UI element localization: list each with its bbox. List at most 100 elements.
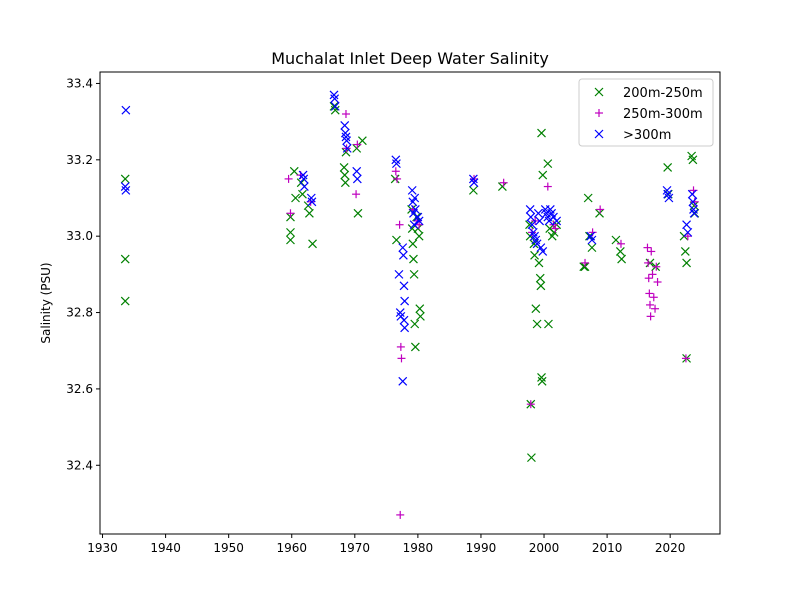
x-tick-label: 1930	[87, 541, 118, 555]
data-point	[340, 170, 350, 180]
data-point	[538, 170, 548, 180]
data-point	[682, 258, 691, 268]
data-point	[617, 254, 627, 264]
data-point	[525, 205, 535, 214]
data-point	[391, 167, 400, 176]
data-point	[526, 212, 536, 222]
x-tick-label: 2010	[592, 541, 623, 555]
data-point	[340, 128, 350, 138]
data-point	[393, 174, 402, 183]
data-point	[299, 174, 309, 184]
data-point	[304, 208, 314, 218]
data-point	[538, 247, 548, 256]
legend-marker	[594, 87, 604, 97]
data-point	[284, 174, 293, 183]
data-point	[468, 185, 478, 195]
data-point	[398, 243, 408, 253]
data-point	[643, 243, 652, 252]
series-2	[284, 110, 699, 519]
data-point	[468, 174, 478, 184]
data-point	[525, 220, 534, 230]
data-point	[537, 373, 546, 382]
data-point	[532, 319, 542, 329]
data-point	[340, 178, 350, 188]
data-point	[353, 140, 362, 149]
data-point	[341, 110, 350, 118]
data-point	[689, 208, 699, 218]
data-point	[611, 235, 621, 245]
data-point	[307, 197, 317, 207]
data-point	[615, 247, 625, 256]
data-point	[681, 354, 690, 363]
y-tick-label: 33.4	[66, 76, 93, 90]
data-point	[409, 220, 419, 230]
data-point	[400, 323, 410, 333]
data-point	[644, 274, 653, 283]
data-point	[653, 278, 662, 286]
y-tick-label: 32.4	[66, 458, 93, 472]
plot-area	[120, 90, 700, 519]
data-point	[396, 342, 405, 351]
data-point	[392, 159, 401, 169]
data-point	[530, 250, 539, 260]
data-point	[298, 189, 307, 199]
data-point	[652, 262, 661, 271]
data-point	[410, 205, 420, 214]
data-point	[330, 94, 340, 104]
x-tick-label: 2020	[655, 541, 686, 555]
data-point	[664, 193, 674, 203]
data-point	[308, 239, 317, 249]
data-point	[415, 220, 424, 229]
chart-title: Muchalat Inlet Deep Water Salinity	[271, 49, 549, 68]
x-tick-label: 1950	[213, 541, 244, 555]
data-point	[688, 197, 698, 207]
data-point	[536, 281, 546, 291]
data-point	[291, 193, 300, 203]
data-point	[395, 220, 404, 229]
data-point	[533, 208, 543, 218]
data-point	[537, 128, 546, 138]
data-point	[415, 311, 425, 321]
data-point	[534, 258, 544, 268]
y-tick-label: 32.6	[66, 382, 93, 396]
data-point	[535, 216, 545, 226]
x-tick-label: 1970	[340, 541, 371, 555]
legend-marker	[594, 129, 604, 139]
data-point	[537, 376, 547, 386]
data-point	[645, 289, 654, 298]
data-point	[409, 254, 418, 264]
data-point	[662, 185, 672, 195]
data-point	[687, 189, 697, 199]
data-point	[410, 319, 420, 329]
data-point	[306, 193, 316, 203]
data-point	[121, 185, 131, 195]
data-point	[120, 296, 130, 306]
data-point	[583, 193, 593, 203]
data-point	[587, 243, 597, 253]
legend-label: >300m	[623, 128, 671, 143]
data-point	[398, 250, 408, 260]
series-1	[120, 101, 700, 463]
data-point	[407, 185, 417, 195]
data-point	[469, 178, 479, 188]
data-point	[398, 376, 408, 386]
data-point	[644, 258, 653, 267]
data-point	[120, 174, 130, 184]
data-point	[551, 224, 560, 233]
data-point	[299, 182, 309, 191]
data-point	[357, 136, 367, 146]
data-point	[595, 208, 604, 218]
data-point	[289, 166, 299, 176]
y-tick-label: 32.8	[66, 306, 93, 320]
legend-marker	[595, 109, 603, 117]
data-point	[645, 300, 654, 309]
data-point	[410, 193, 420, 203]
data-point	[339, 163, 349, 172]
x-tick-label: 1980	[403, 541, 434, 555]
data-point	[543, 159, 553, 169]
data-point	[646, 312, 655, 321]
data-point	[647, 247, 656, 256]
data-point	[298, 170, 308, 180]
data-point	[526, 400, 535, 409]
data-point	[688, 155, 698, 165]
